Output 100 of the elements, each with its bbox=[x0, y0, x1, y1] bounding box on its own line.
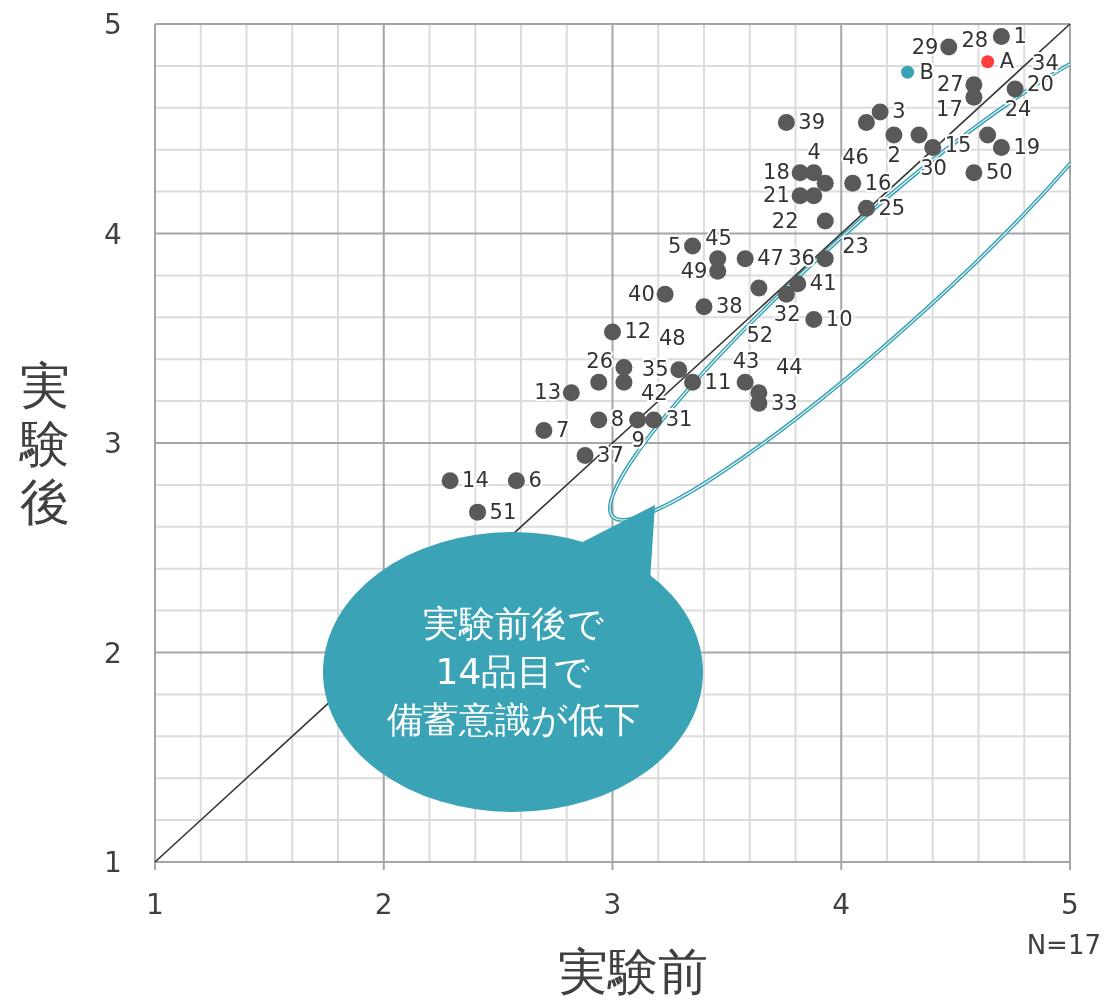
point bbox=[736, 250, 754, 268]
point bbox=[615, 359, 633, 377]
point bbox=[777, 285, 795, 303]
point bbox=[805, 310, 823, 328]
point bbox=[670, 361, 688, 379]
annotation: 36 bbox=[788, 246, 815, 271]
point bbox=[910, 126, 928, 144]
annotation: 47 bbox=[757, 246, 784, 271]
annotation: 45 bbox=[705, 225, 732, 250]
annotation: 6 bbox=[528, 468, 542, 493]
annotation: 2 bbox=[887, 143, 901, 168]
annotation: 11 bbox=[704, 369, 732, 394]
series-label: A bbox=[999, 49, 1015, 74]
point bbox=[535, 421, 553, 439]
point bbox=[590, 373, 608, 391]
point bbox=[750, 279, 768, 297]
series-label: B bbox=[919, 59, 935, 84]
point bbox=[656, 285, 674, 303]
annotation: 13 bbox=[534, 380, 562, 405]
point bbox=[777, 113, 795, 131]
point bbox=[805, 187, 823, 205]
point bbox=[857, 113, 875, 131]
annotation: 34 bbox=[1032, 50, 1059, 75]
point bbox=[615, 373, 633, 391]
annotation: 22 bbox=[771, 208, 799, 233]
annotation: 7 bbox=[555, 417, 570, 442]
point bbox=[789, 275, 807, 293]
point bbox=[645, 411, 663, 429]
annotation: 31 bbox=[665, 407, 693, 432]
annotation: 40 bbox=[628, 281, 655, 306]
annotation: 35 bbox=[641, 357, 669, 382]
x-tick-label: 3 bbox=[603, 888, 622, 921]
annotation: 49 bbox=[680, 258, 708, 283]
annotation: 19 bbox=[1013, 135, 1041, 160]
annotation: 3 bbox=[892, 99, 906, 124]
point bbox=[736, 373, 754, 391]
annotation: 17 bbox=[936, 97, 963, 122]
annotation: 41 bbox=[809, 271, 837, 296]
point bbox=[441, 472, 459, 490]
annotation: 9 bbox=[631, 427, 645, 452]
x-tick-label: 4 bbox=[832, 888, 851, 921]
point bbox=[507, 472, 525, 490]
annotation: 48 bbox=[658, 326, 686, 351]
y-axis-title: 実験後 bbox=[19, 357, 70, 531]
annotation: 実験前後で bbox=[422, 603, 604, 644]
y-tick-label: 2 bbox=[104, 636, 122, 670]
y-tick-label: 3 bbox=[104, 427, 122, 460]
point bbox=[629, 411, 647, 429]
annotation: 1 bbox=[1013, 24, 1027, 49]
point bbox=[1006, 80, 1024, 98]
point bbox=[992, 28, 1010, 46]
annotation: 21 bbox=[763, 183, 790, 208]
annotation: 52 bbox=[746, 322, 774, 347]
y-tick-label: 4 bbox=[104, 217, 122, 251]
point bbox=[940, 38, 958, 56]
y-tick-label: 5 bbox=[104, 8, 122, 41]
annotation: 43 bbox=[732, 349, 760, 374]
text: N=17 bbox=[1026, 930, 1101, 960]
point bbox=[871, 103, 889, 121]
annotation: 5 bbox=[668, 233, 682, 258]
annotation: 4 bbox=[807, 139, 821, 164]
annotation: 33 bbox=[770, 390, 798, 415]
x-tick-label: 5 bbox=[1061, 888, 1079, 921]
point bbox=[791, 164, 809, 182]
annotation: 14品目で bbox=[435, 651, 591, 692]
annotation: 10 bbox=[825, 306, 853, 331]
annotation: 44 bbox=[775, 354, 803, 379]
point bbox=[695, 298, 713, 316]
annotation: 25 bbox=[878, 195, 906, 220]
point bbox=[604, 323, 621, 341]
annotation: 42 bbox=[640, 380, 668, 405]
annotation: 備蓄意識が低下 bbox=[386, 699, 640, 740]
point bbox=[992, 139, 1010, 157]
annotation: 32 bbox=[773, 302, 801, 327]
annotation: 23 bbox=[842, 233, 869, 258]
point bbox=[924, 139, 942, 157]
x-tick-label: 1 bbox=[146, 888, 164, 921]
annotation: 28 bbox=[961, 28, 989, 53]
annotation: 30 bbox=[920, 155, 947, 180]
annotation: 14 bbox=[462, 468, 489, 493]
point bbox=[844, 174, 862, 192]
annotation: 50 bbox=[985, 160, 1013, 185]
annotation: 24 bbox=[1004, 97, 1032, 122]
annotation: 18 bbox=[763, 160, 790, 185]
annotation: 46 bbox=[842, 145, 869, 170]
point bbox=[965, 164, 983, 182]
point bbox=[684, 373, 702, 391]
annotation: 51 bbox=[489, 499, 517, 524]
annotation: 38 bbox=[716, 294, 743, 319]
annotation: 29 bbox=[911, 34, 939, 59]
annotation: 16 bbox=[864, 170, 892, 195]
point bbox=[885, 126, 903, 144]
point bbox=[469, 503, 487, 521]
annotation: 37 bbox=[597, 443, 624, 468]
point bbox=[816, 174, 834, 192]
annotation: 8 bbox=[610, 407, 625, 432]
point bbox=[816, 250, 834, 268]
annotation: 12 bbox=[624, 319, 652, 344]
point bbox=[857, 199, 875, 217]
point bbox=[562, 384, 580, 402]
